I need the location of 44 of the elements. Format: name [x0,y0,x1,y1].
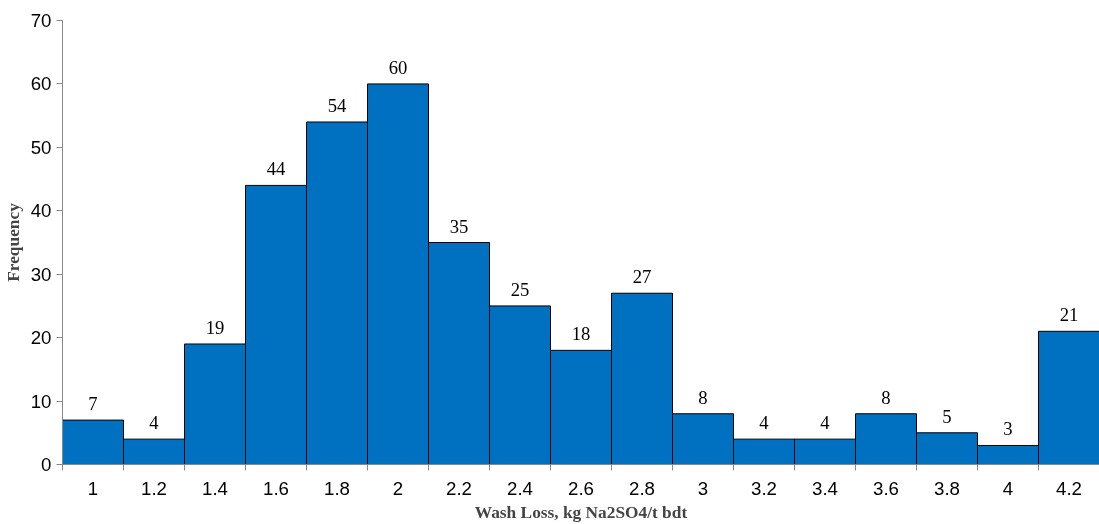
x-tick-label: 4 [1002,477,1014,499]
x-tick-label: 3.6 [873,477,899,499]
y-tick-label: 20 [30,327,52,349]
y-tick-label: 40 [30,200,52,222]
data-label: 3 [1003,418,1013,440]
x-tick-label: 2.2 [446,477,472,499]
x-axis-title: Wash Loss, kg Na2SO4/t bdt [474,502,688,522]
data-label: 44 [266,158,286,180]
x-tick-label: 1.2 [141,477,167,499]
data-label: 5 [942,405,952,427]
data-label: 35 [449,215,469,237]
x-tick-label: 3 [697,477,709,499]
data-label: 21 [1059,304,1079,326]
y-tick-label: 60 [30,73,52,95]
x-tick-label: 3.8 [934,477,960,499]
x-tick-label: 2.8 [629,477,655,499]
x-tick-label: 1.4 [202,477,228,499]
data-label: 7 [88,393,98,415]
data-label: 27 [632,266,652,288]
data-label: 25 [510,278,530,300]
x-tick-label: 1 [87,477,99,499]
y-tick-label: 10 [30,390,52,412]
data-label: 4 [149,412,160,434]
y-tick-label: 0 [41,454,52,475]
x-tick-label: 4.2 [1056,477,1082,499]
x-tick-label: 2.4 [507,477,533,499]
data-label: 19 [205,316,225,338]
x-tick-label: 1.8 [324,477,350,499]
y-tick-label: 50 [30,136,52,158]
data-label: 18 [571,323,591,345]
y-axis-title: Frequency [3,202,23,282]
data-label: 4 [759,412,770,434]
data-label: 8 [698,386,708,408]
x-tick-label: 1.6 [263,477,289,499]
data-label: 54 [327,94,347,116]
x-tick-label: 3.2 [751,477,777,499]
x-tick-label: 2.6 [568,477,594,499]
y-tick-label: 30 [30,263,52,285]
y-tick-label: 70 [30,10,52,31]
x-tick-label: 3.4 [812,477,838,499]
x-tick-label: 2 [392,477,404,499]
data-label: 60 [388,56,408,78]
data-label: 8 [881,386,891,408]
data-label: 4 [820,412,831,434]
